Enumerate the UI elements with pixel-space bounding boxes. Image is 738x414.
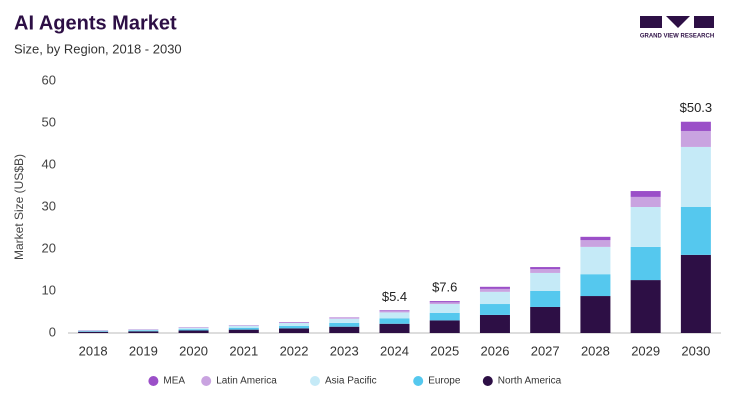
- bar-segment: [479, 314, 510, 333]
- bar-segment: [228, 329, 259, 333]
- legend-label: MEA: [163, 376, 185, 387]
- bar-segment: [630, 196, 661, 207]
- logo-shape: [694, 16, 714, 28]
- bar-segment: [680, 254, 711, 333]
- bar-segment: [429, 304, 460, 313]
- bar-segment: [580, 240, 611, 247]
- total-label: $5.4: [382, 289, 407, 304]
- bar-segment: [279, 325, 310, 329]
- bar-segment: [228, 327, 259, 330]
- x-tick-label: 2028: [581, 343, 610, 358]
- bar-segment: [630, 191, 661, 197]
- x-tick-label: 2023: [330, 343, 359, 358]
- bar-segment: [329, 318, 360, 323]
- chart-title: AI Agents Market: [14, 12, 177, 34]
- bar-segment: [429, 301, 460, 303]
- x-tick-label: 2030: [681, 343, 710, 358]
- bar-segment: [630, 246, 661, 281]
- bar-segment: [128, 330, 159, 332]
- bar-segment: [429, 302, 460, 305]
- bar-segment: [379, 311, 410, 313]
- y-axis-label: Market Size (US$B): [12, 154, 26, 260]
- bar-segment: [228, 325, 259, 328]
- legend-label: Latin America: [216, 376, 277, 387]
- bar-segment: [379, 310, 410, 312]
- bar-segment: [78, 330, 109, 332]
- legend-swatch: [201, 376, 212, 386]
- bar-segment: [530, 267, 561, 270]
- bar-segment: [530, 306, 561, 333]
- chart-subtitle: Size, by Region, 2018 - 2030: [14, 41, 182, 56]
- bar-segment: [530, 269, 561, 273]
- total-label: $7.6: [432, 280, 457, 295]
- bar-segment: [379, 323, 410, 333]
- bar-segment: [178, 330, 209, 333]
- bar-segment: [630, 207, 661, 247]
- legend-label: North America: [498, 376, 562, 387]
- x-tick-label: 2019: [129, 343, 158, 358]
- bar-segment: [680, 130, 711, 147]
- bar-segment: [530, 291, 561, 307]
- bar-segment: [479, 288, 510, 292]
- logo-text: GRAND VIEW RESEARCH: [640, 34, 714, 40]
- bar-segment: [279, 322, 310, 326]
- legend-swatch: [482, 376, 493, 386]
- legend-swatch: [148, 376, 159, 386]
- y-tick-label: 0: [49, 324, 56, 339]
- bar-segment: [128, 331, 159, 333]
- x-tick-label: 2020: [179, 343, 208, 358]
- bar-segment: [78, 331, 109, 333]
- bar-segment: [479, 286, 510, 289]
- legend-label: Europe: [428, 376, 461, 387]
- bar-segment: [429, 312, 460, 321]
- bar-segment: [379, 318, 410, 324]
- y-tick-label: 50: [42, 114, 56, 129]
- bar-segment: [178, 327, 209, 330]
- y-tick-label: 60: [42, 72, 56, 87]
- x-tick-label: 2018: [79, 343, 108, 358]
- bar-segment: [479, 291, 510, 305]
- bar-segment: [78, 331, 109, 332]
- bar-segment: [329, 326, 360, 333]
- bar-segment: [178, 329, 209, 331]
- legend-swatch: [413, 376, 424, 386]
- bar-segment: [680, 146, 711, 207]
- x-tick-label: 2026: [481, 343, 510, 358]
- y-tick-label: 20: [42, 240, 56, 255]
- x-tick-label: 2024: [380, 343, 409, 358]
- bar-segment: [479, 304, 510, 315]
- bar-segment: [429, 320, 460, 333]
- x-tick-label: 2027: [531, 343, 560, 358]
- y-tick-label: 10: [42, 282, 56, 297]
- bar-segment: [279, 328, 310, 333]
- bar-segment: [580, 236, 611, 241]
- logo-shape: [666, 16, 690, 28]
- y-tick-label: 40: [42, 156, 56, 171]
- legend-swatch: [310, 376, 320, 386]
- total-label: $50.3: [680, 100, 713, 115]
- logo-shape: [640, 16, 662, 28]
- bar-segment: [329, 317, 360, 319]
- bar-segment: [630, 280, 661, 333]
- logo: GRAND VIEW RESEARCH: [640, 16, 714, 40]
- bar-segment: [580, 246, 611, 275]
- bar-segment: [530, 272, 561, 291]
- bar-segment: [580, 274, 611, 297]
- bar-segment: [680, 207, 711, 255]
- bar-segment: [379, 312, 410, 319]
- x-tick-label: 2021: [229, 343, 258, 358]
- x-tick-label: 2025: [430, 343, 459, 358]
- bar-segment: [329, 322, 360, 327]
- legend-label: Asia Pacific: [325, 376, 377, 387]
- x-tick-label: 2022: [280, 343, 309, 358]
- x-tick-label: 2029: [631, 343, 660, 358]
- bar-segment: [680, 121, 711, 131]
- y-tick-label: 30: [42, 198, 56, 213]
- bar-segment: [128, 329, 159, 331]
- bar-segment: [580, 296, 611, 333]
